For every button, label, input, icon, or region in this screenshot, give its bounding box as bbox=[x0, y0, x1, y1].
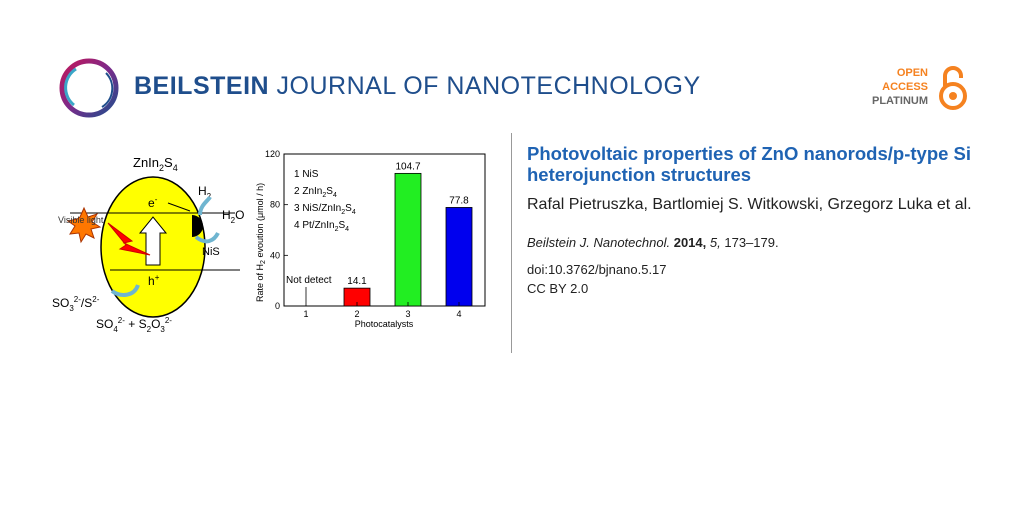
citation-year: 2014, bbox=[673, 235, 707, 250]
bar-value-label: 14.1 bbox=[347, 276, 367, 287]
not-detect-annotation: Not detect bbox=[286, 275, 332, 286]
citation-volume: 5, bbox=[709, 235, 721, 250]
h2o-label: H2O bbox=[222, 208, 244, 225]
visible-light-label: Visible light bbox=[58, 215, 104, 225]
nis-label: NiS bbox=[202, 246, 220, 258]
article-authors: Rafal Pietruszka, Bartlomiej S. Witkowsk… bbox=[527, 196, 972, 213]
license: CC BY 2.0 bbox=[527, 281, 589, 296]
open-access-text: OPEN ACCESS PLATINUM bbox=[872, 66, 928, 108]
legend-entry: 2 ZnIn2S4 bbox=[294, 186, 337, 199]
h2-label: H2 bbox=[198, 184, 212, 201]
citation-pages: 173–179. bbox=[724, 235, 779, 250]
y-tick-label: 80 bbox=[270, 200, 280, 210]
journal-name: BEILSTEIN JOURNAL OF NANOTECHNOLOGY bbox=[134, 72, 701, 101]
chart-legend: 1 NiS 2 ZnIn2S4 3 NiS/ZnIn2S4 4 Pt/ZnIn2S4 bbox=[294, 169, 356, 233]
sun-burst-icon bbox=[66, 206, 102, 244]
h2-release-arrow bbox=[198, 195, 212, 216]
sacrificial-reagent-label: SO32-/S2- bbox=[52, 295, 100, 313]
bar-3 bbox=[394, 172, 422, 307]
y-axis-label-text: Rate of H2 evoution (μmol / h) bbox=[255, 183, 267, 302]
photocatalysis-scheme: ZnIn2S4 e- h+ Visible light H2 H2O NiS S… bbox=[52, 155, 244, 334]
bar-value-label: 77.8 bbox=[449, 195, 469, 206]
electron-transfer-arrow bbox=[167, 202, 191, 212]
bar-4 bbox=[445, 207, 473, 307]
x-tick-label: 2 bbox=[354, 309, 359, 319]
axis-ticks: 0 40 80 120 1 2 3 4 bbox=[265, 149, 462, 319]
citation: Beilstein J. Nanotechnol. 2014, 5, 173–1… bbox=[527, 235, 1007, 250]
y-tick-label: 0 bbox=[275, 301, 280, 311]
h2-evolution-bar-chart: Rate of H2 evoution (μmol / h) Photocata… bbox=[255, 149, 486, 329]
hole-label: h+ bbox=[148, 273, 160, 288]
legend-entry: 3 NiS/ZnIn2S4 bbox=[294, 203, 356, 216]
oa-line-open: OPEN bbox=[896, 67, 928, 79]
oxidation-products-label: SO42- + S2O32- bbox=[96, 316, 172, 334]
h2o-uptake-arrow bbox=[194, 231, 220, 244]
plot-frame bbox=[283, 153, 486, 307]
y-tick-label: 40 bbox=[270, 250, 280, 260]
oa-line-access: ACCESS bbox=[882, 81, 928, 93]
scheme-title: ZnIn2S4 bbox=[133, 155, 178, 173]
y-tick-label: 120 bbox=[265, 149, 280, 159]
beilstein-ring-logo-icon bbox=[59, 58, 119, 118]
x-tick-label: 3 bbox=[405, 309, 410, 319]
bars: 14.1 104.7 77.8 bbox=[343, 161, 473, 307]
bar-value-label: 104.7 bbox=[395, 161, 420, 172]
nis-cocatalyst-dot bbox=[192, 215, 203, 237]
article-info: Photovoltaic properties of ZnO nanorods/… bbox=[527, 143, 1007, 296]
article-title[interactable]: Photovoltaic properties of ZnO nanorods/… bbox=[527, 143, 972, 185]
lightning-bolt-icon bbox=[107, 222, 151, 256]
oa-line-platinum: PLATINUM bbox=[871, 95, 928, 107]
legend-entry: 1 NiS bbox=[294, 169, 319, 180]
open-lock-icon bbox=[939, 66, 967, 110]
x-tick-label: 1 bbox=[303, 309, 308, 319]
legend-entry: 4 Pt/ZnIn2S4 bbox=[294, 220, 349, 233]
journal-header: BEILSTEIN JOURNAL OF NANOTECHNOLOGY OPEN… bbox=[0, 0, 1024, 125]
electron-label: e- bbox=[148, 195, 158, 210]
open-access-badge: OPEN ACCESS PLATINUM bbox=[860, 66, 980, 112]
graphical-abstract: ZnIn2S4 e- h+ Visible light H2 H2O NiS S… bbox=[52, 149, 486, 334]
journal-abbrev: Beilstein J. Nanotechnol. bbox=[527, 235, 671, 250]
x-tick-label: 4 bbox=[456, 309, 461, 319]
doi[interactable]: doi:10.3762/bjnano.5.17 bbox=[527, 262, 667, 277]
journal-name-light: JOURNAL OF NANOTECHNOLOGY bbox=[276, 72, 701, 100]
journal-name-bold: BEILSTEIN bbox=[134, 72, 270, 100]
x-axis-label: Photocatalysts bbox=[355, 319, 414, 329]
hole-scavenger-arrow bbox=[110, 284, 140, 297]
vertical-divider bbox=[511, 133, 512, 353]
